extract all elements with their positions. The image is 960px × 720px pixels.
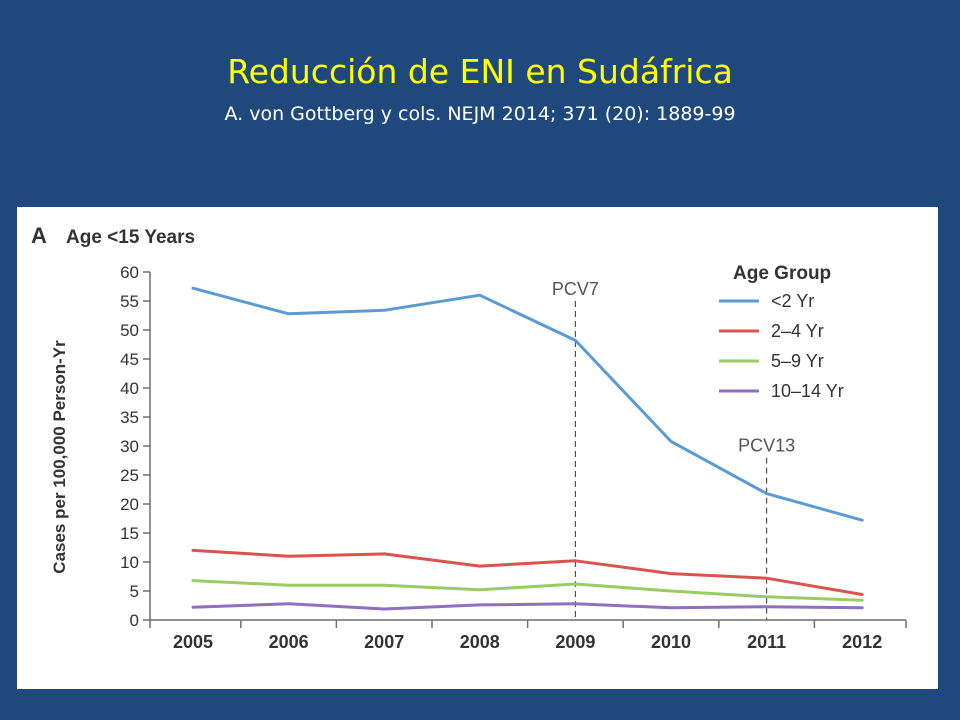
y-tick-label: 0 — [130, 611, 139, 630]
legend-label: 2–4 Yr — [771, 321, 824, 341]
chart-panel-label: A — [31, 223, 47, 248]
x-tick-label: 2005 — [173, 632, 213, 652]
y-tick-label: 60 — [120, 263, 139, 282]
y-tick-label: 50 — [120, 321, 139, 340]
slide-subtitle: A. von Gottberg y cols. NEJM 2014; 371 (… — [224, 103, 736, 125]
x-tick-label: 2012 — [842, 632, 882, 652]
annotation-label: PCV7 — [552, 279, 599, 299]
x-tick-label: 2009 — [555, 632, 595, 652]
y-tick-label: 25 — [120, 466, 139, 485]
chart-panel: A Age <15 Years Cases per 100,000 Person… — [17, 207, 938, 689]
series-line — [191, 602, 864, 611]
y-axis-label: Cases per 100,000 Person-Yr — [50, 340, 69, 574]
line-chart: A Age <15 Years Cases per 100,000 Person… — [31, 223, 907, 652]
series-line — [191, 286, 864, 522]
annotation-label: PCV13 — [738, 436, 795, 456]
y-tick-label: 20 — [120, 495, 139, 514]
x-tick-label: 2011 — [747, 632, 786, 652]
y-tick-label: 45 — [120, 350, 139, 369]
x-tick-label: 2006 — [269, 632, 309, 652]
x-tick-label: 2008 — [460, 632, 500, 652]
slide-title: Reducción de ENI en Sudáfrica — [227, 52, 733, 91]
y-tick-label: 5 — [130, 582, 139, 601]
y-tick-label: 10 — [120, 553, 139, 572]
legend-label: 10–14 Yr — [771, 381, 844, 401]
y-tick-label: 40 — [120, 379, 139, 398]
x-tick-label: 2010 — [651, 632, 691, 652]
y-tick-label: 30 — [120, 437, 139, 456]
y-tick-label: 35 — [120, 408, 139, 427]
x-tick-label: 2007 — [364, 632, 404, 652]
y-tick-label: 15 — [120, 524, 139, 543]
legend-label: 5–9 Yr — [771, 351, 824, 371]
chart-title: Age <15 Years — [66, 227, 195, 248]
legend-title: Age Group — [733, 263, 831, 284]
legend-label: <2 Yr — [771, 291, 814, 311]
y-tick-label: 55 — [120, 292, 139, 311]
series-line — [191, 548, 864, 596]
series-line — [191, 579, 864, 602]
